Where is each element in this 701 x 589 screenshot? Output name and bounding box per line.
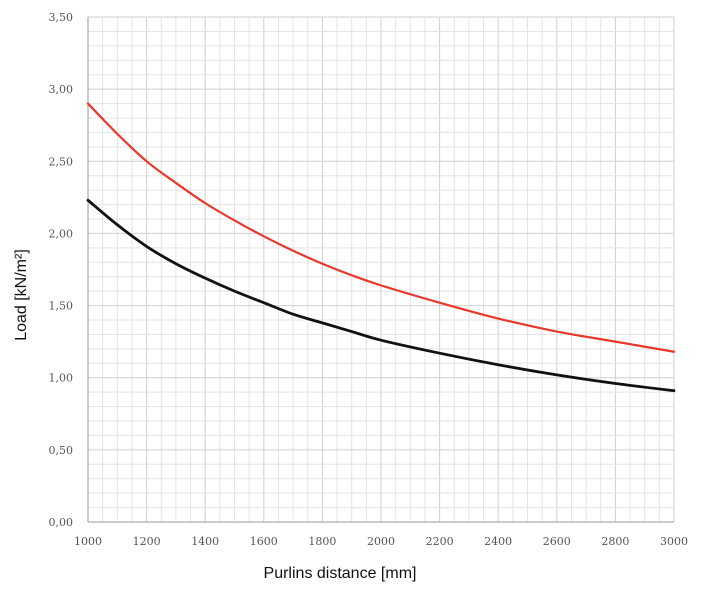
x-tick-label: 1000: [74, 535, 102, 548]
y-tick-label: 0,00: [49, 516, 74, 529]
x-tick-label: 1600: [250, 535, 278, 548]
x-tick-label: 1200: [133, 535, 161, 548]
x-tick-label: 3000: [660, 535, 688, 548]
series-line-black: [86, 198, 676, 393]
x-tick-label: 1800: [308, 535, 336, 548]
x-tick-label: 2800: [601, 535, 629, 548]
y-axis-title: Load [kN/m²]: [13, 249, 30, 341]
y-tick-label: 3,00: [49, 83, 74, 96]
series-line-red: [86, 102, 676, 353]
x-tick-label: 2400: [484, 535, 512, 548]
y-tick-label: 2,00: [49, 227, 74, 240]
y-tick-label: 3,50: [49, 11, 74, 24]
series: [86, 102, 676, 393]
y-tick-label: 2,50: [49, 155, 74, 168]
x-tick-label: 2200: [426, 535, 454, 548]
x-tick-label: 2000: [367, 535, 395, 548]
y-tick-label: 1,00: [49, 372, 74, 385]
y-tick-label: 0,50: [49, 444, 74, 457]
y-tick-label: 1,50: [49, 300, 74, 313]
grid: [87, 16, 675, 523]
tick-labels: 1000 1200 1400 1600 1800 2000 2200 2400 2600 2800…: [49, 11, 689, 548]
x-tick-label: 2600: [543, 535, 571, 548]
x-tick-label: 1400: [191, 535, 219, 548]
axes: [87, 17, 674, 523]
x-axis-title: Purlins distance [mm]: [264, 565, 417, 582]
